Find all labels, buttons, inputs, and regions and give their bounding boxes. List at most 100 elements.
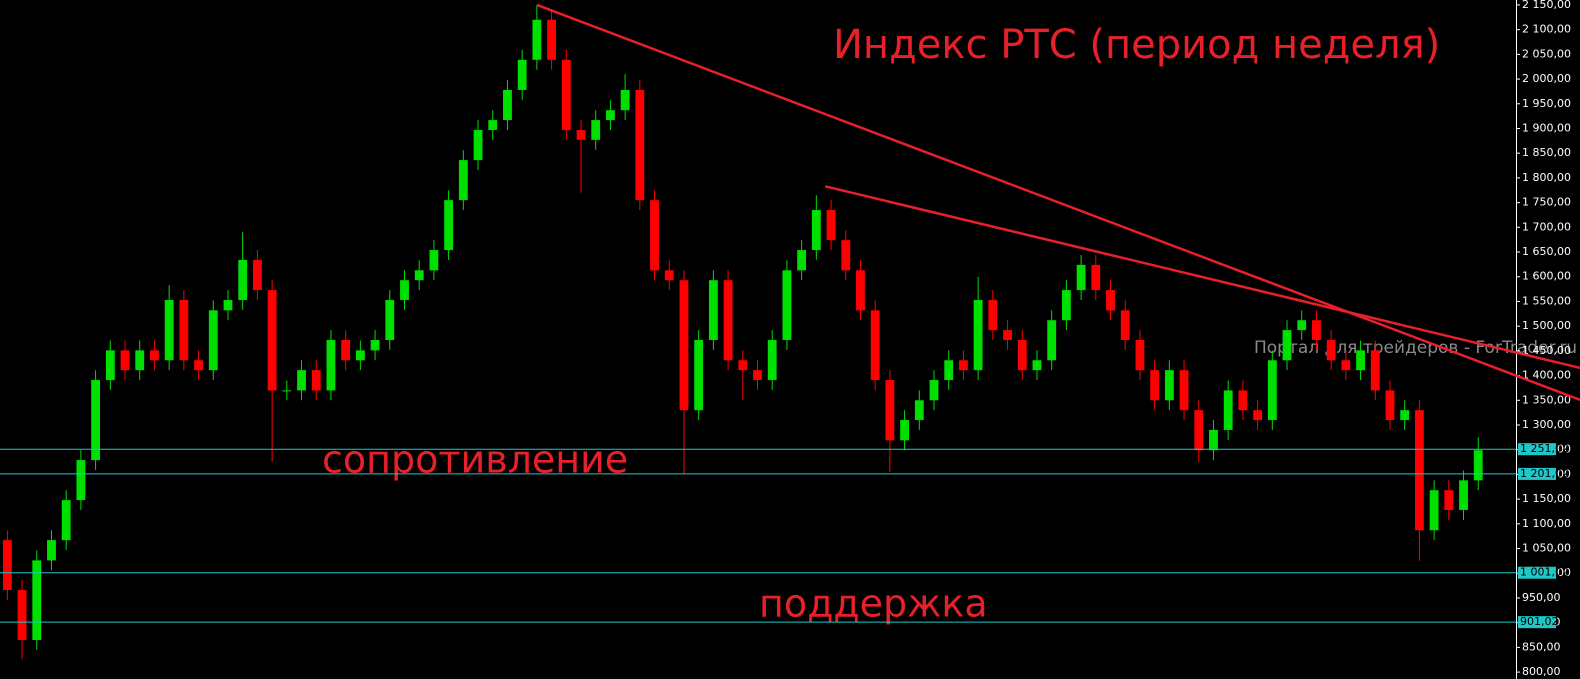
candle-body [1076, 264, 1086, 291]
candle-body [782, 270, 792, 340]
candle-body [1253, 410, 1263, 421]
candle-body [797, 250, 807, 271]
y-tick-label: 850,00 [1522, 640, 1561, 653]
candle-body [252, 259, 262, 291]
resistance-label: сопротивление [322, 438, 628, 482]
candle-body [1223, 390, 1233, 430]
candle-body [120, 350, 130, 371]
y-tick-label: 1 900,00 [1522, 121, 1571, 134]
candle-body [1356, 350, 1365, 371]
support-label: поддержка [759, 582, 988, 626]
candle-body [988, 299, 998, 331]
candle-body [738, 360, 748, 371]
candle-body [1238, 390, 1248, 411]
y-tick-label: 1 950,00 [1522, 97, 1571, 110]
candle-body [1135, 339, 1145, 371]
level-label-box [1518, 616, 1556, 629]
candle-body [723, 280, 733, 361]
y-tick-label: 1 750,00 [1522, 196, 1571, 209]
candle-body [1003, 330, 1012, 340]
candle-body [826, 210, 836, 241]
candle-body [1047, 320, 1057, 361]
candle-body [1282, 330, 1292, 361]
y-tick-label: 1 350,00 [1522, 393, 1571, 406]
candle-body [91, 380, 101, 461]
candle-body [444, 200, 454, 251]
candle-body [1091, 264, 1101, 291]
candle-body [1150, 370, 1160, 401]
candle-body [503, 89, 512, 121]
level-label-box [1518, 443, 1556, 456]
trend-line [536, 3, 1580, 402]
candle-body [708, 280, 718, 340]
candle-body [458, 160, 468, 201]
y-tick-label: 1 500,00 [1522, 319, 1571, 332]
candle-body [267, 290, 277, 391]
candle-body [488, 120, 498, 130]
candle-body [105, 350, 115, 381]
candle-body [400, 280, 409, 300]
candle-body [32, 560, 42, 640]
candle-body [76, 460, 86, 501]
candle-body [414, 270, 424, 281]
candle-body [1326, 339, 1336, 361]
candle-body [944, 360, 954, 381]
candle-body [591, 120, 601, 140]
candle-body [2, 540, 12, 591]
candle-body [1017, 339, 1027, 371]
y-tick-label: 800,00 [1522, 665, 1561, 678]
y-tick-label: 950,00 [1522, 591, 1561, 604]
candle-body [311, 370, 321, 391]
candle-body [47, 540, 56, 561]
candle-body [282, 390, 292, 392]
candle-body [1297, 320, 1307, 331]
candle-body [694, 339, 704, 411]
candle-body [517, 59, 527, 90]
level-label-box [1518, 467, 1556, 480]
level-label: 901,02 [1520, 615, 1559, 628]
candle-body [326, 339, 336, 391]
candle-body [1385, 390, 1395, 421]
candle-body [208, 310, 218, 371]
candle-body [841, 240, 851, 271]
candle-body [650, 200, 659, 271]
candle-body [606, 110, 615, 121]
candle-body [767, 339, 777, 381]
candle-body [238, 259, 248, 300]
candle-body [1179, 370, 1189, 411]
candle-body [885, 380, 895, 441]
y-tick-label: 1 550,00 [1522, 294, 1571, 307]
candle-body [17, 590, 27, 640]
candle-body [679, 280, 689, 411]
candle-body [620, 89, 630, 111]
candle-body [1267, 360, 1277, 421]
y-tick-label: 1 150,00 [1522, 492, 1571, 505]
candle-body [1429, 490, 1439, 531]
candle-body [1341, 360, 1351, 371]
candle-body [1120, 310, 1130, 340]
y-tick-label: 1 300,00 [1522, 418, 1571, 431]
candle-body [664, 270, 674, 281]
candle-body [355, 350, 365, 361]
level-label: 1 251,02 [1520, 442, 1569, 455]
y-tick-label: 1 450,00 [1522, 344, 1571, 357]
candle-body [370, 339, 380, 351]
candle-body [635, 89, 645, 201]
y-tick-label: 1 800,00 [1522, 171, 1571, 184]
y-tick-label: 1 850,00 [1522, 146, 1571, 159]
candle-body [1164, 370, 1174, 401]
candle-body [194, 360, 203, 371]
candle-body [1106, 290, 1115, 311]
candle-body [914, 400, 924, 421]
candle-body [1459, 480, 1468, 510]
candle-body [811, 210, 821, 251]
trend-line [824, 185, 1580, 370]
candle-body [900, 420, 909, 441]
candle-body [870, 310, 880, 381]
level-label-box [1518, 566, 1556, 579]
chart-title: Индекс РТС (период неделя) [833, 22, 1440, 68]
candle-body [429, 250, 439, 271]
candle-body [297, 370, 306, 391]
level-label: 1 201,02 [1520, 467, 1569, 480]
